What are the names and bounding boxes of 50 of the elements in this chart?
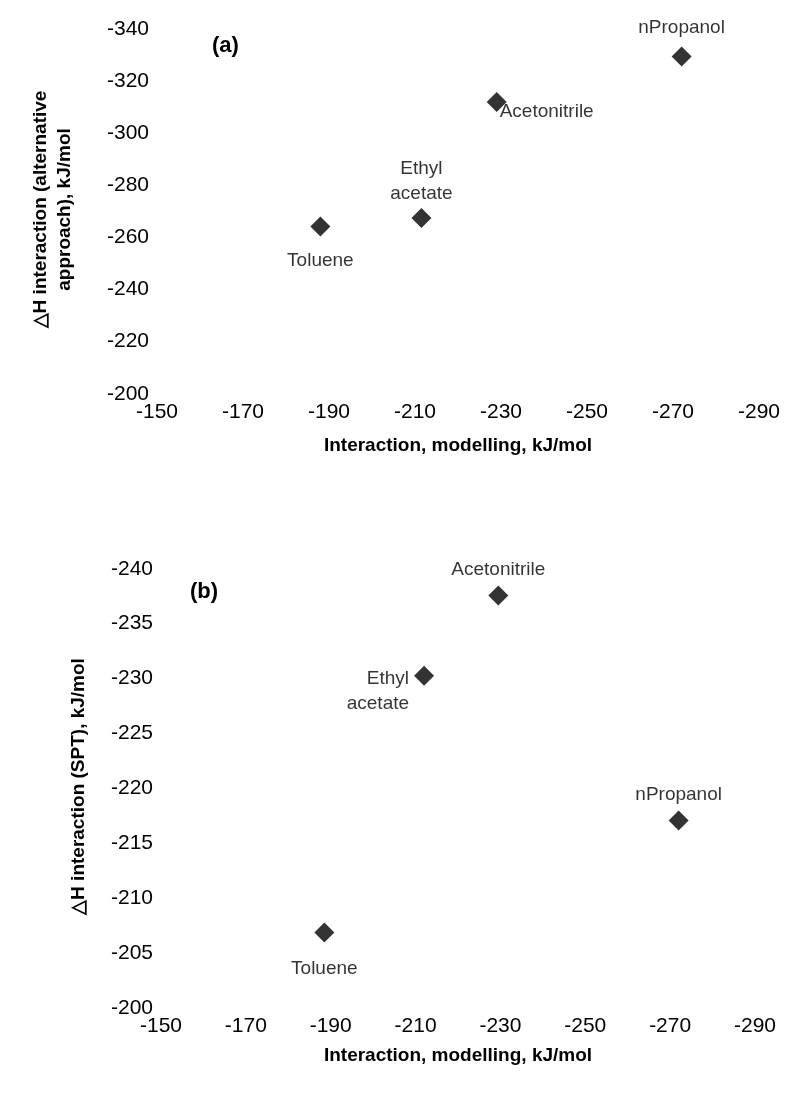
series-label: nPropanol [635, 782, 722, 804]
x-tick-label: -290 [737, 399, 781, 422]
x-axis-title: Interaction, modelling, kJ/mol [323, 433, 593, 455]
x-tick-label: -290 [733, 1013, 777, 1036]
point [414, 665, 435, 686]
y-tick-label: -240 [106, 276, 149, 300]
y-tick-label: -220 [110, 775, 153, 798]
chart-title: (a) [212, 31, 239, 57]
y-tick-label: -260 [106, 224, 149, 248]
series-label: Toluene [291, 957, 358, 979]
y-axis-title: △H interaction (SPT), kJ/mol [66, 658, 88, 916]
point [671, 46, 692, 67]
y-tick-label: -210 [110, 884, 153, 908]
x-tick-label: -210 [394, 1013, 437, 1036]
text: (b) [190, 577, 219, 603]
y-tick-label: -220 [106, 328, 149, 352]
y-tick-label: -280 [106, 171, 149, 195]
x-tick-label: -210 [393, 399, 437, 422]
x-tick-label: -170 [221, 399, 265, 422]
y-tick-label: -320 [106, 67, 149, 91]
point [488, 585, 509, 606]
x-tick-label: -230 [479, 399, 523, 422]
x-tick-label: -270 [651, 399, 695, 422]
y-tick-label: -225 [110, 720, 153, 744]
x-tick-label: -270 [649, 1013, 692, 1036]
x-tick-label: -250 [565, 399, 609, 422]
x-axis-title: Interaction, modelling, kJ/mol [323, 1043, 593, 1065]
y-tick-label: -235 [110, 610, 153, 634]
series-label: Acetonitrile [499, 99, 594, 121]
x-tick-label: -230 [479, 1013, 522, 1036]
y-tick-label: -215 [110, 829, 153, 853]
series-label: Ethyl acetate [390, 157, 453, 204]
series-label: Toluene [287, 249, 354, 271]
y-tick-label: -205 [110, 939, 153, 963]
y-tick-label: -240 [110, 555, 153, 579]
point [310, 216, 331, 237]
series-label: nPropanol [638, 16, 725, 38]
series-label: Acetonitrile [451, 557, 546, 579]
y-tick-label: -340 [106, 15, 149, 39]
x-tick-label: -250 [564, 1013, 607, 1036]
y-tick-label: -300 [106, 119, 149, 143]
series-label: Ethyl acetate [346, 666, 410, 713]
point [411, 208, 432, 229]
x-tick-label: -170 [224, 1013, 267, 1036]
x-tick-label: -190 [309, 1013, 352, 1036]
y-axis-title: △H interaction (alternative approach), kJ/mol [28, 90, 74, 330]
x-tick-label: -190 [307, 399, 351, 422]
point [314, 922, 335, 943]
point [668, 810, 689, 831]
y-tick-label: -230 [110, 665, 153, 689]
